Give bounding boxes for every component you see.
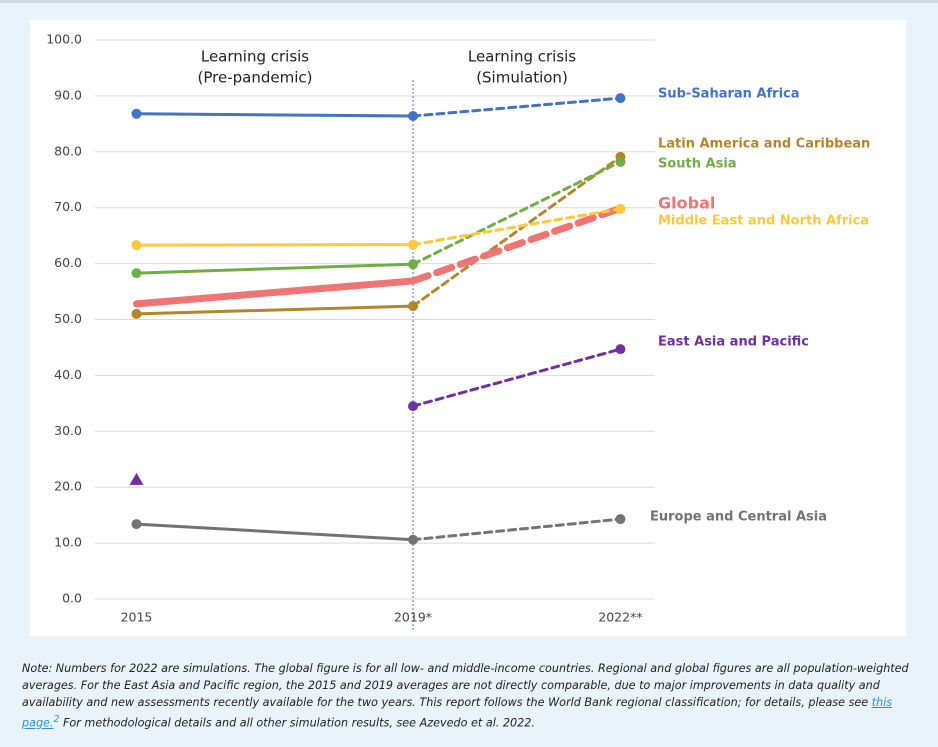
legend-label: Global [658,194,715,213]
line-segment [411,155,622,308]
legend-label: East Asia and Pacific [658,335,809,350]
top-border [0,0,938,3]
point [131,268,142,279]
line-segment [134,304,415,316]
legend-label: Europe and Central Asia [650,510,827,525]
note-text: Note: Numbers for 2022 are simulations. … [22,662,909,709]
line-segment [411,96,622,118]
line-segment [411,347,622,408]
chart: 0.0 10.0 20.0 30.0 40.0 50.0 60.0 70.0 80.0 90.0 1… [46,32,870,630]
y-tick-label: 40.0 [54,367,82,382]
note: Note: Numbers for 2022 are simulations. … [22,660,922,732]
legend-label: South Asia [658,157,737,172]
y-tick-label: 20.0 [54,479,82,494]
point [615,156,626,167]
point [408,301,419,312]
legend-label: Latin America and Caribbean [658,137,870,152]
y-tick-label: 100.0 [46,32,82,47]
annotation: Learning crisis [468,48,576,66]
point [408,239,419,250]
line-segment [134,243,415,247]
point [408,111,419,122]
point [129,472,144,485]
point [131,108,142,119]
point [615,344,626,355]
point [131,308,142,319]
y-tick-label: 50.0 [54,311,82,326]
line-segment [134,262,415,275]
y-tick-label: 30.0 [54,423,82,438]
line-segment [411,160,622,266]
point [615,203,626,214]
annotation: Learning crisis [201,48,309,66]
point [408,401,419,412]
annotation: (Pre-pandemic) [198,69,313,87]
line-segment [409,204,624,285]
note-link[interactable]: this page. [22,696,893,730]
x-tick-label: 2015 [121,610,153,625]
point [408,534,419,545]
legend-label: Sub-Saharan Africa [658,87,800,102]
line-segment [411,517,622,542]
point [408,259,419,270]
y-tick-label: 60.0 [54,255,82,270]
x-tick-label: 2022** [598,610,642,625]
y-tick-label: 90.0 [54,87,82,102]
point [131,519,142,530]
point [615,93,626,104]
line-segment [132,277,417,308]
line-segment [411,207,622,247]
note-text: For methodological details and all other… [59,716,535,730]
y-tick-label: 70.0 [54,199,82,214]
y-tick-label: 10.0 [54,535,82,550]
annotation: (Simulation) [476,69,568,87]
footnote-ref: 2 [53,714,60,725]
point [615,514,626,525]
point [131,240,142,251]
legend-label: Middle East and North Africa [658,214,869,229]
y-tick-label: 80.0 [54,143,82,158]
line-segment [134,522,415,542]
line-segment [134,112,415,118]
y-tick-label: 0.0 [62,591,82,606]
